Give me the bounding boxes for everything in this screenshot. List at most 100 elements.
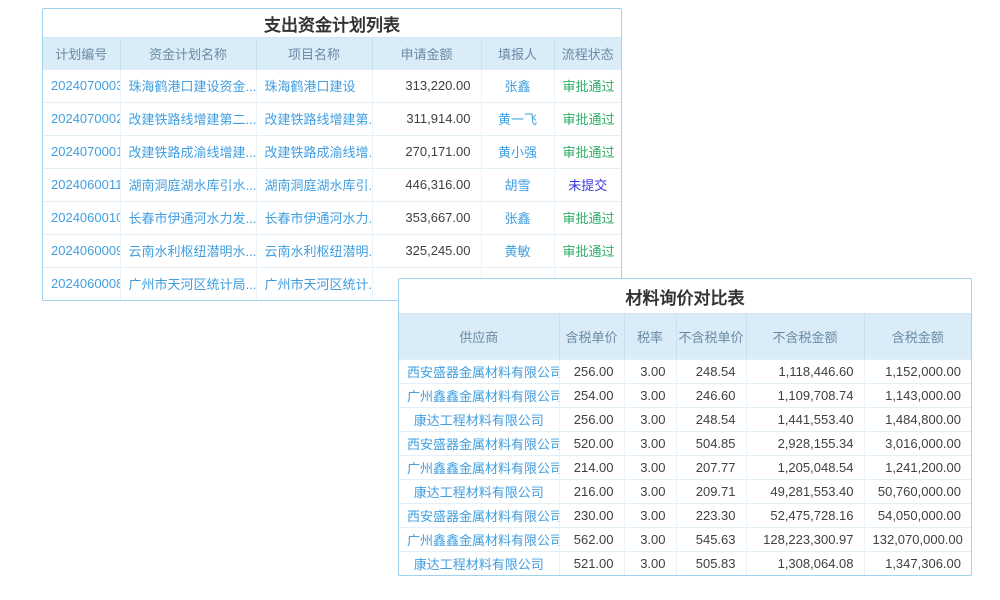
fund-name-cell[interactable]: 改建铁路线增建第二...: [120, 101, 257, 135]
amount-cell: 311,914.00: [372, 101, 482, 135]
table-row[interactable]: 2024070001 改建铁路成渝线增建... 改建铁路成渝线增... 270,…: [43, 134, 621, 168]
table-row[interactable]: 西安盛器金属材料有限公司 520.00 3.00 504.85 2,928,15…: [399, 430, 971, 455]
fund-name-cell[interactable]: 云南水利枢纽潜明水...: [120, 233, 257, 267]
quote-table-card: 材料询价对比表 供应商 含税单价 税率 不含税单价 不含税金额 含税金额 西安盛…: [398, 278, 972, 576]
price-with-tax-cell: 256.00: [559, 406, 625, 431]
table-row[interactable]: 西安盛器金属材料有限公司 230.00 3.00 223.30 52,475,7…: [399, 502, 971, 527]
status-cell: 审批通过: [554, 233, 621, 267]
plan-no-cell[interactable]: 2024060009: [43, 233, 121, 267]
fund-name-cell[interactable]: 湖南洞庭湖水库引水...: [120, 167, 257, 201]
table-row[interactable]: 康达工程材料有限公司 216.00 3.00 209.71 49,281,553…: [399, 478, 971, 503]
fund-name-cell[interactable]: 珠海鹤港口建设资金...: [120, 68, 257, 102]
amount-with-tax-cell: 1,241,200.00: [864, 454, 971, 479]
supplier-cell[interactable]: 康达工程材料有限公司: [399, 478, 560, 503]
col-header-tax-rate: 税率: [624, 314, 677, 359]
price-without-tax-cell: 248.54: [676, 406, 747, 431]
project-name-cell[interactable]: 湖南洞庭湖水库引...: [256, 167, 373, 201]
tax-rate-cell: 3.00: [624, 406, 677, 431]
amount-cell: 446,316.00: [372, 167, 482, 201]
col-header-supplier: 供应商: [399, 314, 560, 359]
table-row[interactable]: 西安盛器金属材料有限公司 256.00 3.00 248.54 1,118,44…: [399, 358, 971, 383]
supplier-cell[interactable]: 广州鑫鑫金属材料有限公司: [399, 454, 560, 479]
plan-no-cell[interactable]: 2024060008: [43, 266, 121, 300]
price-without-tax-cell: 505.83: [676, 550, 747, 575]
table-row[interactable]: 2024060011 湖南洞庭湖水库引水... 湖南洞庭湖水库引... 446,…: [43, 167, 621, 201]
quote-table-title: 材料询价对比表: [399, 279, 971, 314]
plan-no-cell[interactable]: 2024070002: [43, 101, 121, 135]
status-cell: 审批通过: [554, 101, 621, 135]
status-cell: 审批通过: [554, 200, 621, 234]
tax-rate-cell: 3.00: [624, 454, 677, 479]
supplier-cell[interactable]: 西安盛器金属材料有限公司: [399, 502, 560, 527]
table-row[interactable]: 康达工程材料有限公司 521.00 3.00 505.83 1,308,064.…: [399, 550, 971, 575]
table-row[interactable]: 2024070002 改建铁路线增建第二... 改建铁路线增建第... 311,…: [43, 101, 621, 135]
table-row[interactable]: 广州鑫鑫金属材料有限公司 562.00 3.00 545.63 128,223,…: [399, 526, 971, 551]
plan-no-cell[interactable]: 2024070003: [43, 68, 121, 102]
quote-table-header-row: 供应商 含税单价 税率 不含税单价 不含税金额 含税金额: [399, 314, 971, 359]
reporter-cell: 张鑫: [481, 200, 555, 234]
price-with-tax-cell: 254.00: [559, 382, 625, 407]
plan-no-cell[interactable]: 2024070001: [43, 134, 121, 168]
price-with-tax-cell: 256.00: [559, 358, 625, 383]
project-name-cell[interactable]: 珠海鹤港口建设: [256, 68, 373, 102]
amount-with-tax-cell: 1,484,800.00: [864, 406, 971, 431]
price-with-tax-cell: 230.00: [559, 502, 625, 527]
supplier-cell[interactable]: 康达工程材料有限公司: [399, 406, 560, 431]
plan-no-cell[interactable]: 2024060011: [43, 167, 121, 201]
price-with-tax-cell: 214.00: [559, 454, 625, 479]
project-name-cell[interactable]: 广州市天河区统计...: [256, 266, 373, 300]
supplier-cell[interactable]: 康达工程材料有限公司: [399, 550, 560, 575]
table-row[interactable]: 2024060009 云南水利枢纽潜明水... 云南水利枢纽潜明... 325,…: [43, 233, 621, 267]
price-with-tax-cell: 216.00: [559, 478, 625, 503]
table-row[interactable]: 广州鑫鑫金属材料有限公司 254.00 3.00 246.60 1,109,70…: [399, 382, 971, 407]
fund-name-cell[interactable]: 广州市天河区统计局...: [120, 266, 257, 300]
tax-rate-cell: 3.00: [624, 382, 677, 407]
amount-without-tax-cell: 128,223,300.97: [746, 526, 865, 551]
reporter-cell: 黄一飞: [481, 101, 555, 135]
amount-cell: 313,220.00: [372, 68, 482, 102]
amount-with-tax-cell: 50,760,000.00: [864, 478, 971, 503]
project-name-cell[interactable]: 改建铁路线增建第...: [256, 101, 373, 135]
tax-rate-cell: 3.00: [624, 502, 677, 527]
project-name-cell[interactable]: 改建铁路成渝线增...: [256, 134, 373, 168]
amount-cell: 325,245.00: [372, 233, 482, 267]
amount-cell: 353,667.00: [372, 200, 482, 234]
status-cell: 审批通过: [554, 68, 621, 102]
amount-with-tax-cell: 54,050,000.00: [864, 502, 971, 527]
supplier-cell[interactable]: 广州鑫鑫金属材料有限公司: [399, 382, 560, 407]
plan-no-cell[interactable]: 2024060010: [43, 200, 121, 234]
plan-table: 计划编号 资金计划名称 项目名称 申请金额 填报人 流程状态 202407000…: [43, 38, 621, 300]
price-with-tax-cell: 520.00: [559, 430, 625, 455]
fund-name-cell[interactable]: 改建铁路成渝线增建...: [120, 134, 257, 168]
table-row[interactable]: 2024070003 珠海鹤港口建设资金... 珠海鹤港口建设 313,220.…: [43, 68, 621, 102]
table-row[interactable]: 广州鑫鑫金属材料有限公司 214.00 3.00 207.77 1,205,04…: [399, 454, 971, 479]
plan-table-title: 支出资金计划列表: [43, 9, 621, 38]
price-without-tax-cell: 209.71: [676, 478, 747, 503]
col-header-project-name: 项目名称: [256, 38, 373, 69]
tax-rate-cell: 3.00: [624, 430, 677, 455]
price-without-tax-cell: 207.77: [676, 454, 747, 479]
fund-name-cell[interactable]: 长春市伊通河水力发...: [120, 200, 257, 234]
amount-without-tax-cell: 1,109,708.74: [746, 382, 865, 407]
price-without-tax-cell: 504.85: [676, 430, 747, 455]
reporter-cell: 张鑫: [481, 68, 555, 102]
amount-without-tax-cell: 1,441,553.40: [746, 406, 865, 431]
amount-with-tax-cell: 1,143,000.00: [864, 382, 971, 407]
table-row[interactable]: 2024060010 长春市伊通河水力发... 长春市伊通河水力... 353,…: [43, 200, 621, 234]
col-header-amount: 申请金额: [372, 38, 482, 69]
price-without-tax-cell: 246.60: [676, 382, 747, 407]
project-name-cell[interactable]: 长春市伊通河水力...: [256, 200, 373, 234]
supplier-cell[interactable]: 西安盛器金属材料有限公司: [399, 358, 560, 383]
supplier-cell[interactable]: 广州鑫鑫金属材料有限公司: [399, 526, 560, 551]
tax-rate-cell: 3.00: [624, 478, 677, 503]
supplier-cell[interactable]: 西安盛器金属材料有限公司: [399, 430, 560, 455]
col-header-amount-with-tax: 含税金额: [864, 314, 971, 359]
col-header-reporter: 填报人: [481, 38, 555, 69]
col-header-price-without-tax: 不含税单价: [676, 314, 747, 359]
price-without-tax-cell: 223.30: [676, 502, 747, 527]
project-name-cell[interactable]: 云南水利枢纽潜明...: [256, 233, 373, 267]
price-without-tax-cell: 545.63: [676, 526, 747, 551]
col-header-plan-no: 计划编号: [43, 38, 121, 69]
table-row[interactable]: 康达工程材料有限公司 256.00 3.00 248.54 1,441,553.…: [399, 406, 971, 431]
status-cell: 未提交: [554, 167, 621, 201]
